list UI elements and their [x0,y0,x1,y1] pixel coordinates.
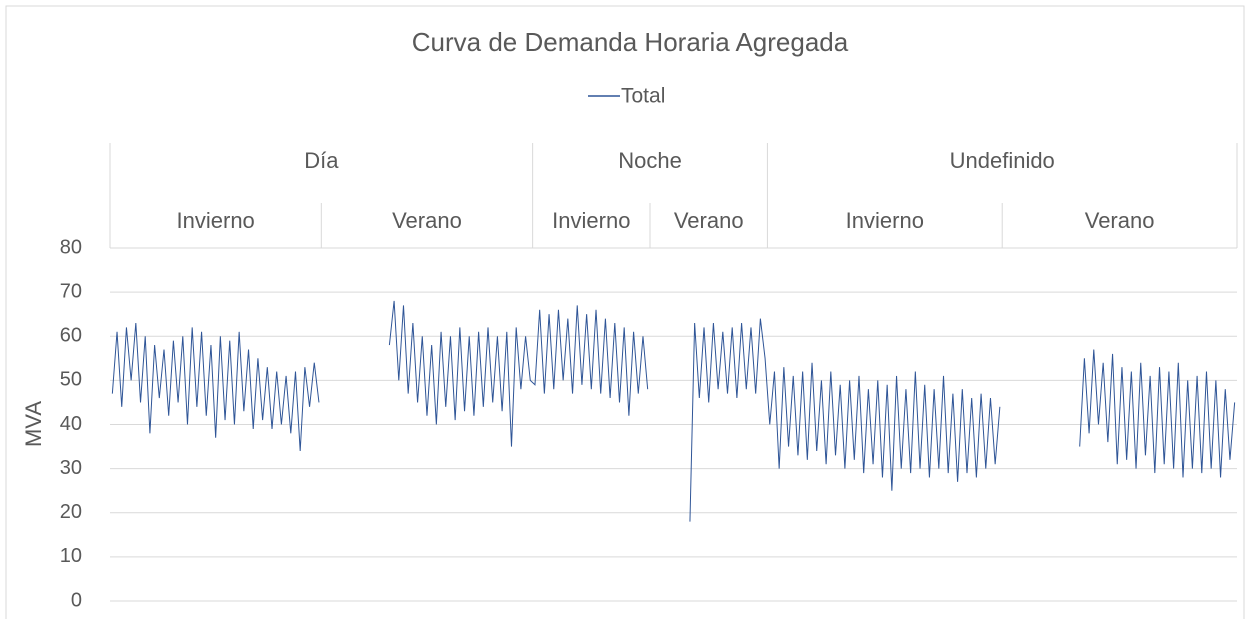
category-label: Invierno [552,208,630,233]
legend-label: Total [621,85,665,108]
y-tick-label: 10 [60,545,82,567]
line-series [111,300,1236,522]
category-group-label: Día [304,148,339,173]
y-tick-label: 20 [60,501,82,523]
category-group-label: Undefinido [950,148,1055,173]
y-tick-label: 50 [60,369,82,391]
category-label: Invierno [177,208,255,233]
y-tick-label: 70 [60,280,82,302]
y-axis-label: MVA [21,401,46,447]
category-group-label: Noche [618,148,682,173]
y-tick-label: 80 [60,236,82,258]
y-tick-label: 30 [60,457,82,479]
category-label: Verano [674,208,744,233]
y-tick-label: 60 [60,325,82,347]
chart-border [5,5,1245,619]
category-label: Verano [1085,208,1155,233]
category-label: Verano [392,208,462,233]
y-tick-label: 0 [71,589,82,611]
chart-title: Curva de Demanda Horaria Agregada [412,27,849,57]
category-label: Invierno [846,208,924,233]
y-tick-label: 40 [60,413,82,435]
